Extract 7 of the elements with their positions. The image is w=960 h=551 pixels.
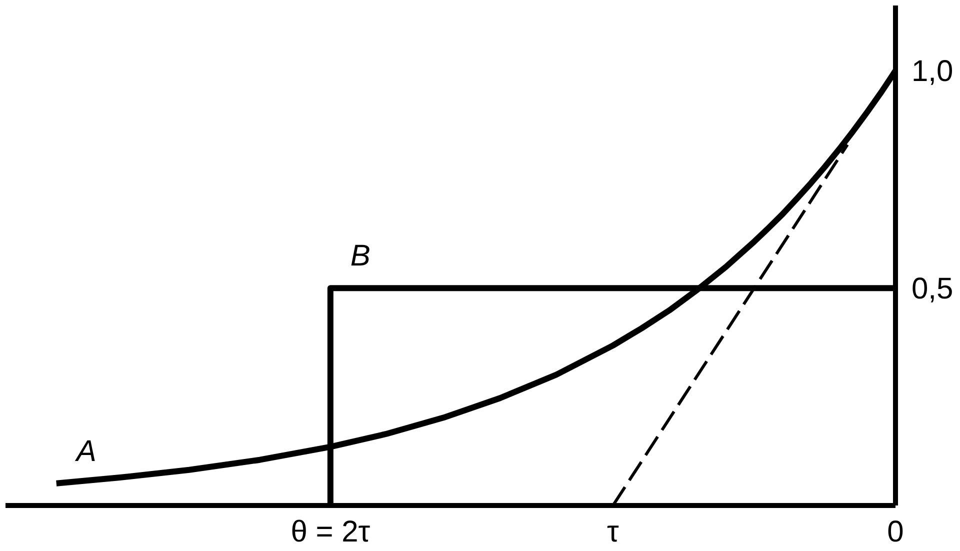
x-tick-label: τ [607, 516, 620, 548]
x-tick-label: 0 [887, 516, 904, 548]
series-label: B [350, 240, 370, 273]
y-tick-label: 0,5 [912, 272, 954, 306]
series-label: A [74, 434, 96, 468]
y-tick-label: 1,0 [912, 55, 954, 88]
x-tick-label: θ = 2τ [290, 516, 370, 548]
